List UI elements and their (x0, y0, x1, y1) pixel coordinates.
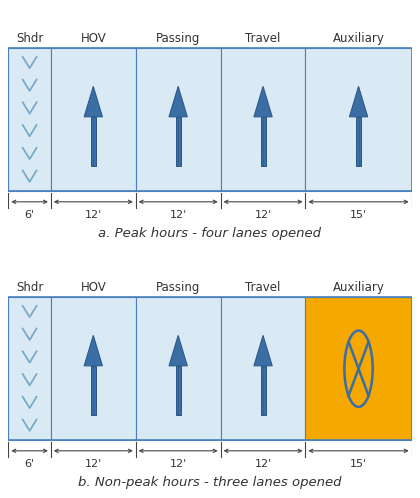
Polygon shape (169, 335, 187, 366)
Bar (176, 117, 181, 166)
Bar (8, 48, 412, 191)
Text: 15': 15' (350, 459, 367, 470)
Text: 12': 12' (255, 210, 272, 221)
Text: Auxiliary: Auxiliary (333, 281, 384, 294)
Text: Passing: Passing (156, 281, 200, 294)
Bar (91, 117, 96, 166)
Bar (220, 48, 305, 191)
Bar (305, 48, 412, 191)
Bar (91, 366, 96, 415)
Polygon shape (254, 335, 272, 366)
Bar (176, 366, 181, 415)
Polygon shape (349, 86, 368, 117)
Bar (260, 117, 265, 166)
Text: 15': 15' (350, 210, 367, 221)
Text: Travel: Travel (245, 32, 281, 45)
Bar (8, 297, 51, 440)
Text: HOV: HOV (80, 281, 106, 294)
Text: HOV: HOV (80, 32, 106, 45)
Bar (8, 48, 51, 191)
Text: a. Peak hours - four lanes opened: a. Peak hours - four lanes opened (99, 227, 321, 240)
Text: Shdr: Shdr (16, 281, 43, 294)
Bar (51, 297, 136, 440)
Text: 12': 12' (170, 459, 187, 470)
Bar (8, 297, 412, 440)
Bar (220, 297, 305, 440)
Text: 12': 12' (85, 210, 102, 221)
Text: b. Non-peak hours - three lanes opened: b. Non-peak hours - three lanes opened (78, 476, 342, 489)
Bar (51, 48, 136, 191)
Bar (136, 297, 220, 440)
Polygon shape (254, 86, 272, 117)
Bar (260, 366, 265, 415)
Polygon shape (84, 86, 102, 117)
Polygon shape (169, 86, 187, 117)
Bar (136, 48, 220, 191)
Polygon shape (84, 335, 102, 366)
Text: Travel: Travel (245, 281, 281, 294)
Text: 12': 12' (170, 210, 187, 221)
Text: 12': 12' (255, 459, 272, 470)
Bar (356, 117, 361, 166)
Text: Passing: Passing (156, 32, 200, 45)
Text: Shdr: Shdr (16, 32, 43, 45)
Text: 6': 6' (24, 459, 35, 470)
Text: 12': 12' (85, 459, 102, 470)
Text: Auxiliary: Auxiliary (333, 32, 384, 45)
Bar (305, 297, 412, 440)
Text: 6': 6' (24, 210, 35, 221)
